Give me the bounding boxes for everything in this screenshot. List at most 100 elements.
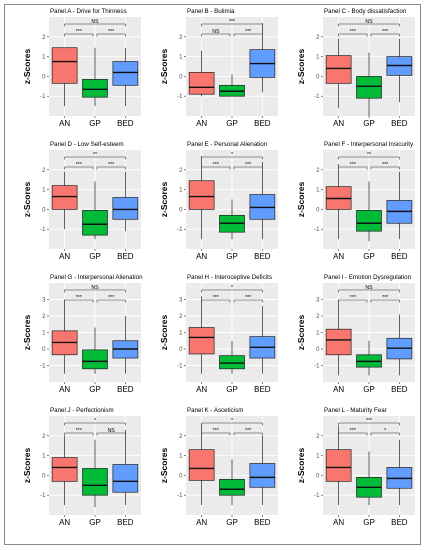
x-tick-label: GP [89, 252, 101, 261]
x-tick-label: GP [363, 252, 375, 261]
y-tick-label: 1 [42, 331, 46, 337]
panel-5: Panel F - Interpersonal Insicurity -1 0 1 2 z… [296, 141, 415, 261]
box-an [325, 328, 352, 356]
x-tick-label: AN [59, 252, 70, 261]
y-tick-label: -1 [314, 94, 320, 100]
y-tick-label: 1 [316, 55, 320, 61]
y-tick-label: 1 [316, 188, 320, 194]
box-an [188, 449, 215, 481]
y-tick-label: 2 [42, 434, 46, 440]
panel-title: Panel C - Body dissatisfaction [324, 8, 407, 15]
x-tick-label: AN [59, 385, 70, 394]
y-tick-label: 0 [42, 347, 46, 353]
significance-label: *** [76, 428, 82, 434]
x-tick-label: AN [333, 252, 344, 261]
x-tick-label: AN [196, 119, 207, 128]
panel-11: Panel L - Maturity Fear-1012z-Scores****… [296, 407, 415, 527]
y-tick-label: 2 [179, 434, 183, 440]
x-tick-label: GP [226, 252, 238, 261]
significance-label: *** [366, 418, 372, 424]
y-axis-label: z-Scores [159, 448, 169, 484]
box-gp [219, 355, 245, 370]
y-tick-label: -1 [40, 94, 46, 100]
y-tick-label: 0 [179, 207, 183, 213]
significance-bracket [233, 166, 263, 170]
x-tick-label: BED [117, 119, 134, 128]
significance-label: NS [108, 428, 116, 434]
y-tick-label: 0 [316, 473, 320, 479]
x-tick-label: AN [333, 385, 344, 394]
significance-bracket [64, 299, 94, 303]
significance-bracket [201, 156, 263, 160]
significance-label: *** [108, 29, 114, 35]
y-tick-label: 1 [42, 454, 46, 460]
x-tick-label: BED [117, 252, 134, 261]
significance-label: *** [213, 162, 219, 168]
y-tick-label: 2 [42, 168, 46, 174]
y-axis-label: z-Scores [22, 49, 32, 85]
figure-frame: Panel A - Drive for Thinness -1 0 1 2 z-Score… [4, 4, 421, 545]
box-gp [82, 468, 108, 496]
significance-bracket [96, 432, 126, 436]
y-tick-label: 3 [316, 298, 320, 304]
y-tick-label: 1 [179, 454, 183, 460]
significance-label: * [384, 428, 386, 434]
y-tick-label: 1 [179, 55, 183, 61]
y-tick-label: 3 [42, 298, 46, 304]
x-tick-label: AN [333, 119, 344, 128]
y-tick-label: 0 [316, 74, 320, 80]
significance-bracket [338, 422, 400, 426]
significance-label: * [94, 418, 96, 424]
panel-4: Panel E - Personal Alienation -1 0 1 2 z-Scor… [159, 141, 278, 261]
x-tick-label: AN [196, 385, 207, 394]
significance-label: * [231, 152, 233, 158]
box-an [325, 449, 352, 482]
significance-label: *** [76, 295, 82, 301]
panel-9: Panel J - Perfectionism-1012z-Scores****… [22, 407, 141, 527]
significance-bracket [370, 166, 400, 170]
significance-bracket [96, 33, 126, 37]
box-bed [249, 463, 276, 488]
significance-bracket [201, 23, 263, 27]
panel-title: Panel K - Asceticism [187, 407, 243, 414]
x-tick-label: BED [254, 518, 271, 527]
significance-bracket [64, 33, 94, 37]
significance-label: *** [350, 29, 356, 35]
box-bed [112, 197, 139, 220]
y-tick-label: 0 [179, 347, 183, 353]
significance-bracket [64, 422, 126, 426]
significance-label: NS [91, 19, 99, 25]
y-tick-label: 1 [42, 55, 46, 61]
significance-label: *** [382, 29, 388, 35]
significance-label: NS [365, 19, 373, 25]
box-an [325, 55, 352, 84]
significance-label: NS [365, 285, 373, 291]
panel-0: Panel A - Drive for Thinness -1 0 1 2 z-Score… [22, 8, 141, 128]
y-tick-label: 0 [316, 347, 320, 353]
panel-3: Panel D - Low Self-esteem -1 0 1 2 z-Scores **… [22, 141, 141, 261]
y-tick-label: 1 [179, 188, 183, 194]
y-tick-label: 0 [179, 473, 183, 479]
significance-bracket [201, 299, 231, 303]
y-tick-label: 2 [179, 314, 183, 320]
y-tick-label: -1 [314, 227, 320, 233]
significance-label: *** [108, 162, 114, 168]
significance-bracket [338, 23, 400, 27]
y-tick-label: 2 [316, 35, 320, 41]
significance-bracket [201, 33, 231, 37]
y-tick-label: 0 [316, 207, 320, 213]
panel-title: Panel J - Perfectionism [50, 407, 114, 414]
y-tick-label: -1 [314, 493, 320, 499]
box-an [51, 457, 78, 482]
significance-label: NS [212, 29, 220, 35]
box-gp [82, 210, 108, 236]
panel-title: Panel E - Personal Alienation [187, 141, 268, 148]
y-tick-label: -1 [177, 364, 183, 370]
y-axis-label: z-Scores [22, 448, 32, 484]
x-tick-label: BED [391, 119, 408, 128]
panel-title: Panel L - Maturity Fear [324, 407, 387, 414]
significance-label: *** [213, 428, 219, 434]
x-tick-label: GP [363, 119, 375, 128]
y-tick-label: 1 [179, 331, 183, 337]
